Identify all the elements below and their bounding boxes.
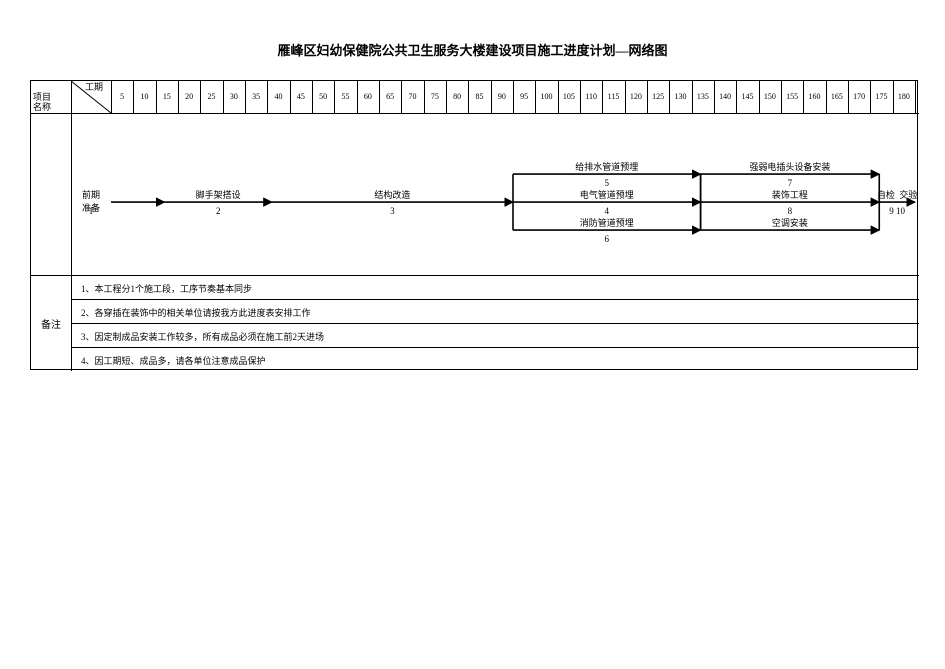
page-title: 雁峰区妇幼保健院公共卫生服务大楼建设项目施工进度计划—网络图	[0, 40, 945, 59]
note-line-1: 1、本工程分1个施工段，工序节奏基本同步	[81, 282, 252, 295]
timeline-tick-75: 75	[424, 92, 446, 101]
timeline-tick-180: 180	[893, 92, 915, 101]
activity-label-7: 装饰工程	[772, 188, 808, 201]
timeline-tick-30: 30	[223, 92, 245, 101]
timeline-tick-160: 160	[804, 92, 826, 101]
timeline-tick-125: 125	[647, 92, 669, 101]
timeline-tick-100: 100	[536, 92, 558, 101]
timeline-tick-150: 150	[759, 92, 781, 101]
activity-number-2: 3	[390, 206, 395, 216]
timeline-tick-10: 10	[134, 92, 156, 101]
col-header-duration: 工期	[85, 83, 113, 95]
timeline-tick-90: 90	[491, 92, 513, 101]
timeline-tick-110: 110	[580, 92, 602, 101]
activity-label-4: 电气管道预埋	[580, 188, 634, 201]
activity-label-2: 结构改造	[374, 188, 410, 201]
timeline-tick-115: 115	[603, 92, 625, 101]
timeline-tick-70: 70	[402, 92, 424, 101]
activity-label-6: 强弱电插头设备安装	[749, 160, 830, 173]
timeline-tick-15: 15	[156, 92, 178, 101]
timeline-tick-95: 95	[513, 92, 535, 101]
timeline-tick-60: 60	[357, 92, 379, 101]
activity-label-8: 空调安装	[772, 216, 808, 229]
timeline-tick-175: 175	[871, 92, 893, 101]
activity-label-9: 自检 交验	[877, 188, 918, 201]
timeline-tick-25: 25	[201, 92, 223, 101]
timeline-tick-55: 55	[335, 92, 357, 101]
activity-number-0: 1	[89, 206, 94, 216]
timeline-tick-65: 65	[379, 92, 401, 101]
timeline-tick-35: 35	[245, 92, 267, 101]
timeline-tick-130: 130	[670, 92, 692, 101]
diagram-table: 项目 名称工期510152025303540455055606570758085…	[30, 80, 918, 370]
timeline-tick-45: 45	[290, 92, 312, 101]
activity-number-6: 7	[788, 178, 793, 188]
activity-label-5: 消防管道预埋	[580, 216, 634, 229]
activity-label-1: 脚手架搭设	[196, 188, 241, 201]
timeline-tick-165: 165	[826, 92, 848, 101]
timeline-tick-170: 170	[848, 92, 870, 101]
activity-number-5: 6	[605, 234, 610, 244]
timeline-tick-5: 5	[111, 92, 133, 101]
activity-number-9: 9 10	[889, 206, 905, 216]
note-line-4: 4、因工期短、成品多，请各单位注意成品保护	[81, 354, 266, 367]
timeline-tick-155: 155	[781, 92, 803, 101]
timeline-tick-40: 40	[268, 92, 290, 101]
activity-number-7: 8	[788, 206, 793, 216]
timeline-tick-85: 85	[469, 92, 491, 101]
timeline-tick-105: 105	[558, 92, 580, 101]
timeline-tick-120: 120	[625, 92, 647, 101]
timeline-tick-140: 140	[714, 92, 736, 101]
timeline-tick-80: 80	[446, 92, 468, 101]
note-line-2: 2、各穿插在装饰中的相关单位请按我方此进度表安排工作	[81, 306, 311, 319]
activity-number-4: 4	[605, 206, 610, 216]
activity-number-1: 2	[216, 206, 221, 216]
timeline-tick-50: 50	[312, 92, 334, 101]
timeline-tick-135: 135	[692, 92, 714, 101]
notes-col-header: 备注	[33, 316, 69, 330]
note-line-3: 3、因定制成品安装工作较多，所有成品必须在施工前2天进场	[81, 330, 324, 343]
activity-number-3: 5	[605, 178, 610, 188]
activity-label-3: 给排水管道预埋	[575, 160, 638, 173]
timeline-tick-145: 145	[737, 92, 759, 101]
timeline-tick-20: 20	[178, 92, 200, 101]
